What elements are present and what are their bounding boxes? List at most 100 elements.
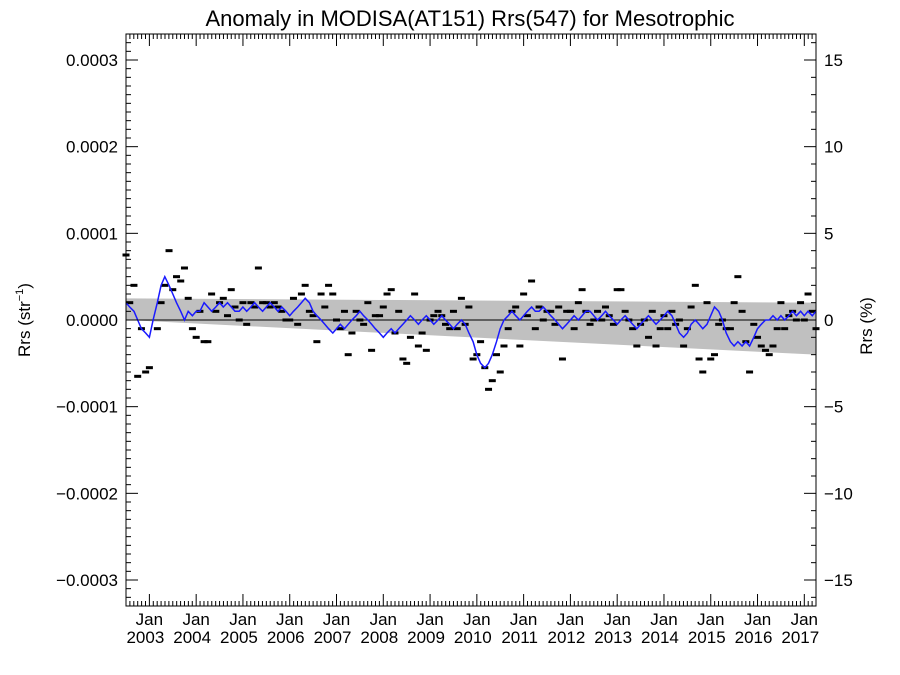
data-point [555, 305, 563, 309]
x-tick-year-label: 2015 [688, 628, 726, 647]
left-y-axis-label-superscript: −1 [14, 289, 26, 302]
x-tick-month-label: Jan [276, 610, 303, 629]
data-point [219, 296, 227, 300]
right-y-tick-label: −10 [824, 484, 853, 503]
data-point [547, 309, 555, 313]
chart-title: Anomaly in MODISA(AT151) Rrs(547) for Me… [206, 6, 735, 31]
data-point [411, 292, 419, 296]
data-point [313, 340, 321, 344]
data-point [707, 357, 715, 361]
data-point [224, 314, 232, 318]
data-point [309, 314, 317, 318]
data-point [629, 327, 637, 331]
data-point [613, 288, 621, 292]
data-point [227, 288, 235, 292]
left-y-tick-label: −0.0001 [56, 398, 118, 417]
data-point [403, 361, 411, 365]
data-point [754, 335, 762, 339]
data-point [321, 305, 329, 309]
data-point [157, 301, 165, 305]
data-point [594, 309, 602, 313]
data-point [601, 305, 609, 309]
data-point [177, 279, 185, 283]
data-point [446, 327, 454, 331]
data-point [368, 348, 376, 352]
data-point [769, 344, 777, 348]
data-point [356, 318, 364, 322]
x-tick-month-label: Jan [182, 610, 209, 629]
data-point [259, 301, 267, 305]
data-point [531, 327, 539, 331]
data-point [161, 283, 169, 287]
data-point [734, 275, 742, 279]
data-point [496, 370, 504, 374]
x-tick-month-label: Jan [463, 610, 490, 629]
x-tick-year-label: 2004 [173, 628, 211, 647]
data-point [726, 327, 734, 331]
right-y-axis-label: Rrs (%) [857, 297, 876, 355]
data-point [528, 279, 536, 283]
data-point [516, 344, 524, 348]
x-tick-year-label: 2006 [267, 628, 305, 647]
data-point [781, 327, 789, 331]
x-tick-month-label: Jan [416, 610, 443, 629]
data-point [434, 309, 442, 313]
data-point [680, 344, 688, 348]
x-tick-year-label: 2017 [781, 628, 819, 647]
data-point [376, 314, 384, 318]
data-point [738, 309, 746, 313]
data-point [379, 305, 387, 309]
right-y-tick-label: 5 [824, 224, 833, 243]
x-tick-year-label: 2016 [735, 628, 773, 647]
data-point [558, 357, 566, 361]
x-tick-month-label: Jan [791, 610, 818, 629]
data-point [414, 344, 422, 348]
x-tick-year-label: 2013 [594, 628, 632, 647]
x-tick-month-label: Jan [136, 610, 163, 629]
data-point [457, 296, 465, 300]
x-tick-month-label: Jan [744, 610, 771, 629]
x-tick-year-label: 2005 [220, 628, 258, 647]
x-tick-month-label: Jan [323, 610, 350, 629]
data-point [609, 322, 617, 326]
data-point [469, 357, 477, 361]
data-point [633, 344, 641, 348]
data-point [710, 353, 718, 357]
data-point [286, 318, 294, 322]
data-point [645, 335, 653, 339]
data-point [485, 387, 493, 391]
data-point [254, 266, 262, 270]
data-point [668, 309, 676, 313]
x-tick-month-label: Jan [697, 610, 724, 629]
data-point [294, 322, 302, 326]
data-point [231, 305, 239, 309]
data-point [453, 327, 461, 331]
data-point [274, 305, 282, 309]
data-point [360, 322, 368, 326]
left-y-axis-label: Rrs (str−1) [14, 283, 34, 357]
data-point [750, 322, 758, 326]
data-point [691, 283, 699, 287]
data-point [188, 327, 196, 331]
data-point [142, 370, 150, 374]
data-point [344, 353, 352, 357]
data-point [270, 301, 278, 305]
data-point [765, 353, 773, 357]
data-point [792, 318, 800, 322]
data-point [574, 301, 582, 305]
data-point [773, 327, 781, 331]
data-point [488, 379, 496, 383]
right-y-tick-label: 15 [824, 51, 843, 70]
data-point [687, 305, 695, 309]
x-tick-month-label: Jan [229, 610, 256, 629]
data-point [523, 314, 531, 318]
data-point [340, 309, 348, 313]
smoothed-anomaly-line [125, 274, 817, 369]
data-point [746, 370, 754, 374]
data-point [492, 353, 500, 357]
data-point [348, 331, 356, 335]
anomaly-points [122, 249, 820, 391]
data-point [333, 318, 341, 322]
x-tick-year-label: 2014 [641, 628, 679, 647]
x-tick-month-label: Jan [510, 610, 537, 629]
